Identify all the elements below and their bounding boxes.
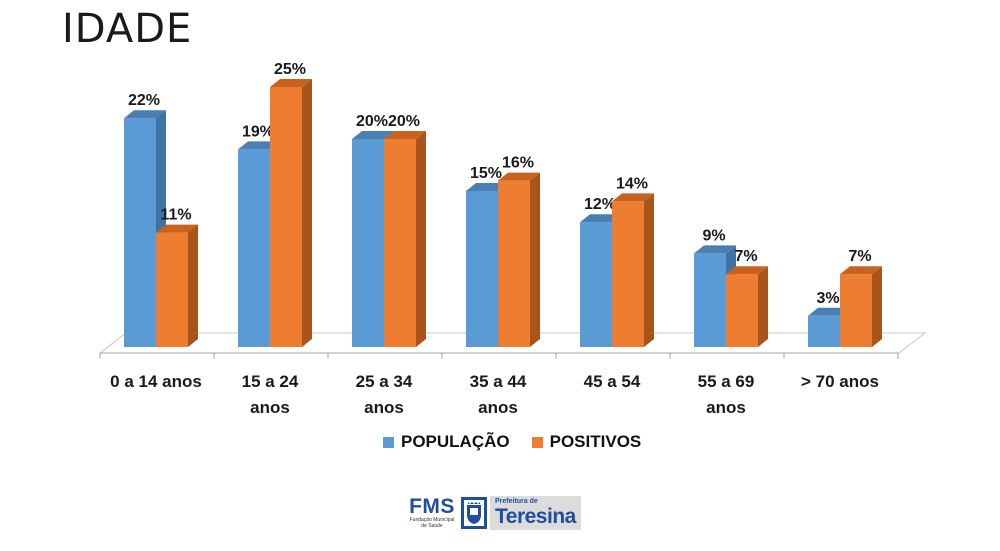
bar-top-positivos xyxy=(384,131,426,139)
legend-swatch-positivos xyxy=(531,436,543,448)
data-label-populacao: 22% xyxy=(128,92,160,109)
bar-positivos xyxy=(270,87,302,347)
bar-side-positivos xyxy=(644,193,654,347)
prefeitura-logo: Prefeitura de Teresina xyxy=(490,496,581,530)
data-label-positivos: 25% xyxy=(274,61,306,78)
x-tick-label: anos xyxy=(250,398,290,417)
fms-logo-text: FMS xyxy=(409,495,455,518)
data-label-populacao: 20% xyxy=(356,113,388,130)
bar-top-populacao xyxy=(352,131,394,139)
bar-top-positivos xyxy=(156,224,198,233)
bar-top-populacao xyxy=(466,183,508,191)
data-label-populacao: 19% xyxy=(242,123,274,140)
bar-positivos xyxy=(498,180,530,347)
prefeitura-small-text: Prefeitura de xyxy=(495,498,538,505)
legend-label-positivos: POSITIVOS xyxy=(549,432,642,451)
bar-side-positivos xyxy=(872,266,882,347)
bar-populacao xyxy=(238,149,270,347)
bar-side-positivos xyxy=(416,131,426,347)
x-tick-label: anos xyxy=(478,398,518,417)
chart-legend: POPULAÇÃO POSITIVOS xyxy=(383,432,663,452)
x-tick-label: anos xyxy=(706,398,746,417)
x-tick-label: 15 a 24 xyxy=(242,372,299,391)
x-tick-label: anos xyxy=(364,398,404,417)
prefeitura-big-text: Teresina xyxy=(495,505,576,528)
bar-top-positivos xyxy=(726,266,768,275)
city-crest-icon xyxy=(461,497,487,529)
bar-side-positivos xyxy=(188,224,198,347)
bar-populacao xyxy=(124,118,156,347)
data-label-positivos: 7% xyxy=(848,248,871,265)
x-tick-label: 55 a 69 xyxy=(698,372,755,391)
legend-label-populacao: POPULAÇÃO xyxy=(401,432,510,451)
bar-positivos xyxy=(156,232,188,347)
fms-teresina-logo: FMS Fundação Municipal de Saúde Prefeitu… xyxy=(406,495,582,531)
fms-logo-subtitle-1: Fundação Municipal xyxy=(409,517,455,523)
fms-logo: FMS Fundação Municipal de Saúde xyxy=(406,495,458,529)
bar-populacao xyxy=(694,253,726,347)
data-label-populacao: 9% xyxy=(702,227,725,244)
bar-positivos xyxy=(612,201,644,347)
bar-top-populacao xyxy=(238,141,280,150)
data-label-populacao: 3% xyxy=(816,290,839,307)
bar-top-populacao xyxy=(124,110,166,119)
bar-top-populacao xyxy=(694,245,736,254)
data-label-positivos: 11% xyxy=(160,207,191,224)
bar-top-populacao xyxy=(580,214,622,223)
bar-top-positivos xyxy=(498,172,540,181)
bar-populacao xyxy=(580,222,612,347)
legend-item-positivos: POSITIVOS xyxy=(531,432,642,452)
data-label-populacao: 12% xyxy=(584,196,616,213)
data-label-positivos: 20% xyxy=(388,113,420,130)
legend-swatch-populacao xyxy=(383,436,394,448)
data-label-positivos: 14% xyxy=(616,175,648,192)
x-tick-label: 35 a 44 xyxy=(470,372,527,391)
x-tick-label: 45 a 54 xyxy=(584,372,641,391)
bar-populacao xyxy=(352,139,384,347)
legend-item-populacao: POPULAÇÃO xyxy=(383,432,510,452)
bar-populacao xyxy=(808,315,840,347)
x-tick-label: 0 a 14 anos xyxy=(110,372,202,391)
bar-populacao xyxy=(466,191,498,347)
fms-logo-subtitle-2: de Saúde xyxy=(421,523,443,529)
x-tick-label: > 70 anos xyxy=(801,372,879,391)
data-label-positivos: 7% xyxy=(734,248,757,265)
slide-title: IDADE xyxy=(62,6,193,52)
bar-top-positivos xyxy=(612,193,654,202)
bar-top-positivos xyxy=(270,79,312,87)
x-tick-label: 25 a 34 xyxy=(356,372,413,391)
bar-positivos xyxy=(840,274,872,347)
data-label-populacao: 15% xyxy=(470,165,502,182)
bar-positivos xyxy=(384,139,416,347)
bar-side-positivos xyxy=(758,266,768,347)
bar-positivos xyxy=(726,274,758,347)
bar-top-populacao xyxy=(808,307,850,316)
bar-side-positivos xyxy=(302,79,312,347)
data-label-positivos: 16% xyxy=(502,155,534,172)
bar-side-positivos xyxy=(530,172,540,347)
bar-top-positivos xyxy=(840,266,882,275)
